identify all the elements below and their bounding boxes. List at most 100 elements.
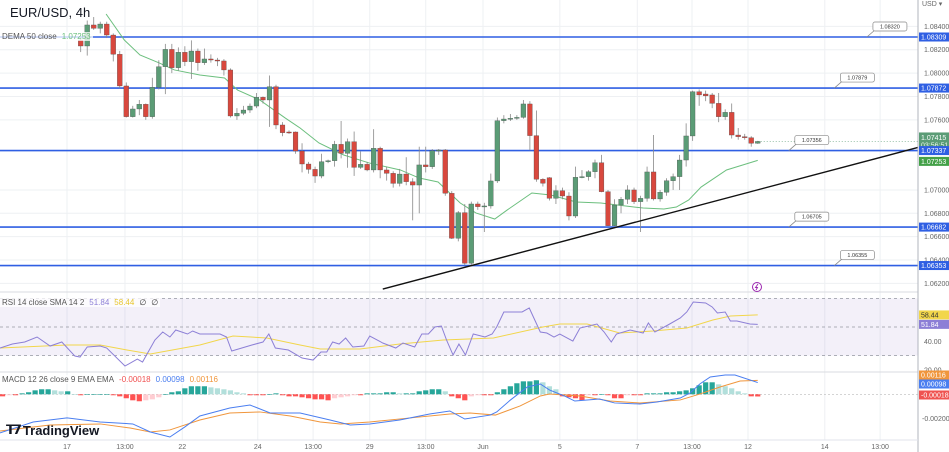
candle-body (110, 34, 116, 55)
candle-body (240, 109, 247, 114)
rsi-sma-badge: 58.44 (919, 310, 949, 320)
rsi-rsi-badge-bg (919, 319, 949, 329)
macd-histogram-bar (449, 394, 455, 397)
macd-histogram-bar (494, 392, 500, 395)
price-level-badge-bg (919, 83, 949, 93)
candle (462, 203, 468, 266)
rsi-sma-badge-bg (919, 310, 949, 320)
candle (527, 101, 533, 151)
macd-histogram-bar (592, 394, 598, 396)
candle (410, 178, 416, 221)
macd-histogram-bar (514, 383, 520, 395)
candle (670, 173, 676, 190)
candle (188, 40, 194, 79)
candle-body (169, 49, 175, 68)
macd-histogram-bar (91, 394, 97, 395)
candle (729, 103, 735, 139)
rsi-line (0, 301, 758, 367)
rsi-value: 51.84 (89, 298, 110, 307)
rsi-legend[interactable]: RSI 14 close SMA 14 2 51.84 58.44 ∅ ∅ (0, 298, 161, 307)
alert-icon[interactable] (752, 282, 762, 292)
candle (351, 131, 357, 176)
candle-body (690, 91, 696, 137)
macd-histogram-bar (455, 394, 461, 399)
dema-legend[interactable]: DEMA 50 close 1.07253 (0, 32, 93, 41)
candle (624, 185, 631, 204)
macd-histogram-bar (703, 382, 709, 395)
candle-body (214, 59, 220, 62)
candle-body (664, 180, 670, 193)
candle (494, 117, 500, 183)
macd-histogram-bar (26, 392, 32, 395)
candle (533, 110, 539, 182)
candle-body (188, 50, 194, 62)
candle (305, 161, 312, 174)
macd-hist-badge-bg (919, 390, 949, 400)
candle (507, 113, 513, 122)
macd-signal-line (0, 379, 758, 433)
time-tick-label: 13:00 (116, 444, 134, 451)
macd-histogram-bar (390, 392, 396, 395)
candle-body (130, 108, 136, 117)
macd-histogram-bar (371, 393, 377, 395)
candle (240, 105, 247, 116)
macd-histogram-bar (364, 393, 370, 395)
candle-body (494, 120, 500, 182)
macd-histogram-bar (416, 391, 422, 395)
macd-histogram-bar (650, 393, 657, 395)
price-tick-label: 1.07000 (924, 187, 949, 194)
candle-body (338, 144, 344, 154)
macd-histogram-bar (429, 389, 435, 395)
candle (553, 185, 559, 204)
candle (175, 47, 181, 71)
dema-price-badge: 1.07253 (919, 156, 949, 166)
rsi-band (0, 297, 918, 357)
macd-tick-label: -0.00200 (922, 416, 949, 423)
macd-histogram-bar (553, 389, 559, 395)
candle (429, 149, 435, 169)
candle-body (546, 177, 552, 199)
macd-histogram-bar (423, 390, 429, 395)
candle-body (644, 171, 650, 199)
price-level-badge-text: 1.07337 (921, 148, 946, 155)
candle-body (696, 91, 702, 96)
macd-histogram-bar (644, 393, 650, 395)
macd-histogram-bar (442, 391, 448, 395)
time-tick-label: 29 (366, 444, 374, 451)
candle-body (462, 212, 468, 264)
candle (253, 92, 260, 109)
price-level-badge-bg (919, 222, 949, 232)
price-tick-label: 1.07600 (924, 117, 949, 124)
trendline[interactable] (382, 146, 921, 290)
candle-body (175, 52, 181, 68)
candle-body (384, 169, 390, 174)
candle (390, 171, 396, 188)
candle (214, 57, 220, 67)
ascending-trendline (382, 146, 921, 290)
candle (273, 84, 279, 130)
symbol-title[interactable]: EUR/USD, 4h (10, 5, 91, 20)
candle (319, 153, 325, 179)
candle-body (716, 103, 722, 117)
candle-body (670, 176, 676, 181)
candle-body (136, 104, 142, 110)
macd-histogram-bar (71, 394, 77, 395)
currency-selector[interactable]: USD ▾ (922, 0, 942, 8)
candle-body (253, 97, 260, 107)
candle-body (312, 169, 318, 177)
macd-histogram-bar (299, 394, 305, 398)
macd-histogram-bar (58, 391, 64, 395)
candle (97, 21, 103, 34)
macd-legend[interactable]: MACD 12 26 close 9 EMA EMA -0.00018 0.00… (0, 375, 220, 384)
candle (605, 189, 611, 227)
tradingview-logo[interactable]: 𝗧𝟳 TradingView (6, 422, 99, 438)
chevron-down-icon: ▾ (938, 1, 943, 8)
macd-histogram-bar (351, 394, 357, 396)
candle-body (540, 179, 546, 184)
macd-histogram-bar (624, 394, 631, 396)
candle-body (729, 112, 735, 136)
candle (709, 92, 715, 109)
price-level-badge-bg (919, 146, 949, 156)
